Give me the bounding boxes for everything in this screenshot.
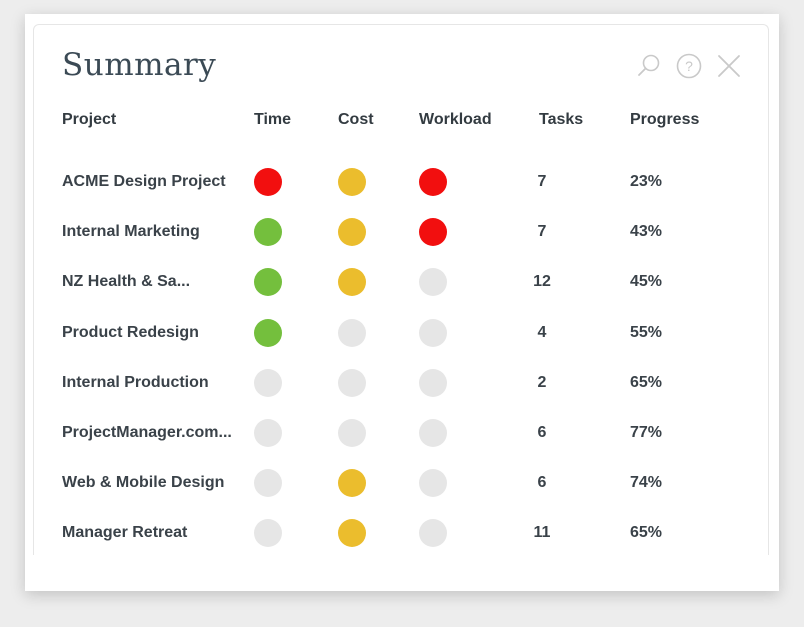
progress-value: 23%: [630, 173, 663, 190]
cost-cell: [338, 508, 366, 558]
cost-status-indicator: [338, 218, 366, 247]
cost-status-indicator: [338, 318, 366, 347]
progress-value: 65%: [630, 373, 663, 391]
time-cell: [254, 207, 282, 257]
workload-status-indicator: [419, 168, 447, 196]
time-status-indicator: [254, 318, 282, 347]
project-name[interactable]: NZ Health & Sa...: [62, 273, 191, 291]
task-count: 12: [533, 273, 551, 291]
search-icon: [638, 54, 660, 76]
workload-cell: [419, 358, 447, 408]
close-icon: [718, 55, 740, 77]
cost-cell: [338, 157, 366, 207]
workload-status-indicator: [419, 318, 447, 347]
task-count: 6: [537, 423, 547, 441]
close-button[interactable]: [716, 53, 742, 79]
column-header-time[interactable]: Time: [254, 111, 292, 128]
time-cell: [254, 358, 282, 408]
task-count: 2: [537, 373, 547, 391]
time-status-indicator: [254, 168, 282, 196]
task-count: 6: [537, 474, 547, 492]
summary-panel: Summary ? Project Time Cost Workload Tas…: [33, 24, 769, 555]
time-cell: [254, 408, 282, 458]
workload-status-indicator: [419, 519, 447, 548]
task-count: 4: [537, 323, 547, 341]
workload-status-indicator: [419, 268, 447, 297]
progress-value: 55%: [630, 323, 663, 341]
workload-status-indicator: [419, 218, 447, 247]
cost-cell: [338, 358, 366, 408]
task-count: 7: [537, 173, 547, 190]
time-status-indicator: [254, 519, 282, 548]
table-row[interactable]: Product Redesign 4 55%: [34, 308, 768, 358]
time-status-indicator: [254, 469, 282, 498]
project-name[interactable]: Manager Retreat: [62, 524, 188, 542]
cost-status-indicator: [338, 519, 366, 548]
progress-value: 65%: [630, 524, 663, 542]
task-count: 7: [537, 223, 547, 241]
time-cell: [254, 157, 282, 207]
time-cell: [254, 458, 282, 508]
project-table-body: ACME Design Project 7 23% Internal Marketin…: [34, 157, 768, 559]
time-status-indicator: [254, 418, 282, 447]
search-button[interactable]: [636, 53, 662, 79]
time-cell: [254, 257, 282, 307]
workload-cell: [419, 207, 447, 257]
panel-toolbar: ?: [636, 53, 742, 79]
progress-value: 45%: [630, 273, 663, 291]
table-row[interactable]: Manager Retreat 11 65%: [34, 508, 768, 558]
project-name[interactable]: Product Redesign: [62, 323, 199, 341]
table-row[interactable]: ProjectManager.com... 6 77%: [34, 408, 768, 458]
workload-cell: [419, 458, 447, 508]
workload-cell: [419, 257, 447, 307]
column-header-cost[interactable]: Cost: [338, 111, 374, 128]
table-row[interactable]: NZ Health & Sa... 12 45%: [34, 257, 768, 307]
svg-text:?: ?: [685, 58, 693, 74]
progress-value: 43%: [630, 223, 663, 241]
time-status-indicator: [254, 268, 282, 297]
cost-cell: [338, 308, 366, 358]
cost-cell: [338, 207, 366, 257]
panel-title: Summary: [62, 47, 217, 83]
column-header-workload[interactable]: Workload: [419, 111, 492, 128]
workload-status-indicator: [419, 368, 447, 397]
project-name[interactable]: ProjectManager.com...: [62, 423, 232, 441]
table-header: Project Time Cost Workload Tasks Progres…: [34, 111, 768, 131]
workload-status-indicator: [419, 469, 447, 498]
progress-value: 77%: [630, 423, 663, 441]
cost-cell: [338, 408, 366, 458]
help-icon: ?: [676, 53, 702, 79]
cost-status-indicator: [338, 168, 366, 196]
cost-cell: [338, 458, 366, 508]
project-name[interactable]: ACME Design Project: [62, 173, 226, 190]
task-count: 11: [533, 524, 551, 542]
progress-value: 74%: [630, 474, 663, 492]
workload-cell: [419, 408, 447, 458]
project-name[interactable]: Web & Mobile Design: [62, 474, 225, 492]
cost-status-indicator: [338, 268, 366, 297]
time-cell: [254, 508, 282, 558]
cost-cell: [338, 257, 366, 307]
column-header-tasks[interactable]: Tasks: [539, 111, 584, 128]
table-row[interactable]: Web & Mobile Design 6 74%: [34, 458, 768, 508]
column-header-progress[interactable]: Progress: [630, 111, 700, 128]
workload-status-indicator: [419, 418, 447, 447]
cost-status-indicator: [338, 469, 366, 498]
table-row[interactable]: Internal Production 2 65%: [34, 358, 768, 408]
help-button[interactable]: ?: [676, 53, 702, 79]
time-status-indicator: [254, 368, 282, 397]
workload-cell: [419, 157, 447, 207]
column-header-project[interactable]: Project: [62, 111, 117, 128]
cost-status-indicator: [338, 368, 366, 397]
table-row[interactable]: Internal Marketing 7 43%: [34, 207, 768, 257]
time-status-indicator: [254, 218, 282, 247]
workload-cell: [419, 308, 447, 358]
table-row[interactable]: ACME Design Project 7 23%: [34, 157, 768, 207]
project-name[interactable]: Internal Marketing: [62, 223, 200, 241]
cost-status-indicator: [338, 418, 366, 447]
project-name[interactable]: Internal Production: [62, 373, 209, 391]
time-cell: [254, 308, 282, 358]
workload-cell: [419, 508, 447, 558]
